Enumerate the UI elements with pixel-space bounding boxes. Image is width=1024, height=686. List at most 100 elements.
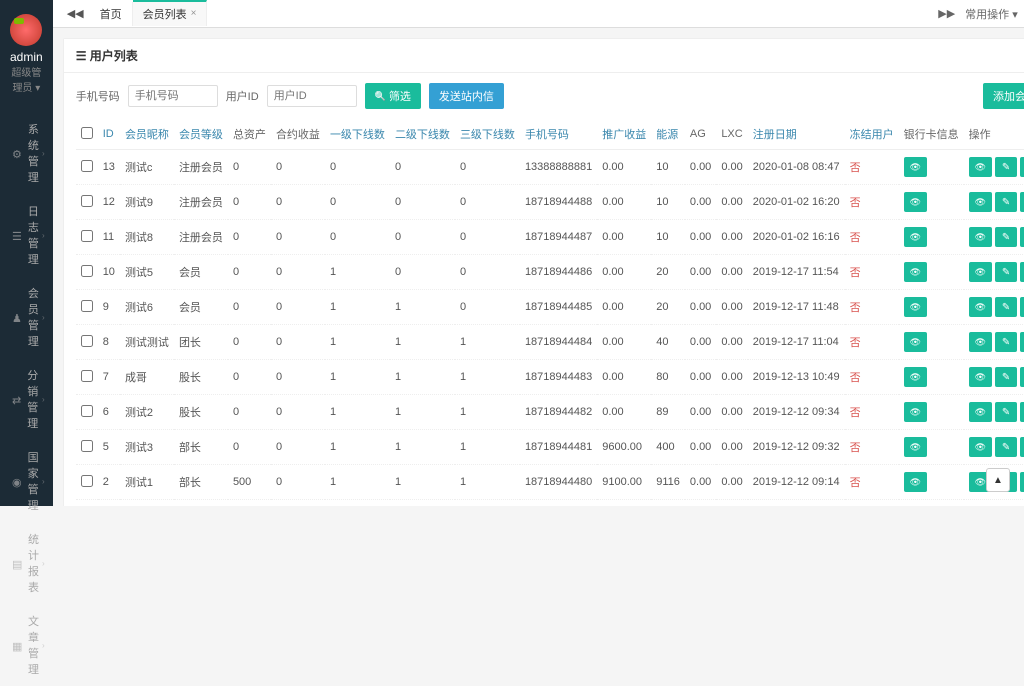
sidebar-item-logs[interactable]: ☰日志管理› (0, 194, 53, 276)
delete-button[interactable] (1020, 262, 1024, 282)
row-checkbox[interactable] (81, 300, 93, 312)
pencil-icon (1002, 266, 1010, 278)
col-lv1[interactable]: 一级下线数 (325, 119, 390, 150)
sidebar-item-distribution[interactable]: ⇄分销管理› (0, 358, 53, 440)
row-checkbox[interactable] (81, 370, 93, 382)
col-level[interactable]: 会员等级 (174, 119, 228, 150)
send-message-button[interactable]: 发送站内信 (429, 83, 504, 109)
view-bank-button[interactable] (904, 402, 927, 422)
view-button[interactable] (969, 297, 992, 317)
cell-contract: 0 (271, 430, 325, 465)
delete-button[interactable] (1020, 332, 1024, 352)
sidebar-item-country[interactable]: ◉国家管理› (0, 440, 53, 522)
delete-button[interactable] (1020, 192, 1024, 212)
edit-button[interactable] (995, 192, 1017, 212)
expand-tabs-button[interactable]: ▶▶ (938, 7, 955, 20)
tab-member-list[interactable]: 会员列表× (133, 0, 208, 26)
sidebar-item-label: 分销管理 (27, 367, 40, 431)
common-ops-dropdown[interactable]: 常用操作 ▾ (965, 6, 1018, 22)
col-regdate[interactable]: 注册日期 (748, 119, 845, 150)
view-button[interactable] (969, 402, 992, 422)
col-frozen[interactable]: 冻结用户 (845, 119, 899, 150)
col-lv3[interactable]: 三级下线数 (455, 119, 520, 150)
view-button[interactable] (969, 437, 992, 457)
userid-input[interactable] (267, 85, 357, 107)
close-icon[interactable]: × (191, 8, 197, 19)
view-bank-button[interactable] (904, 262, 927, 282)
cell-regdate: 2019-12-12 09:32 (748, 430, 845, 465)
edit-button[interactable] (995, 157, 1017, 177)
collapse-sidebar-button[interactable]: ◀◀ (61, 5, 90, 22)
scroll-to-top-button[interactable]: ▲ (986, 468, 1010, 492)
cell-id: 8 (98, 325, 120, 360)
row-checkbox[interactable] (81, 195, 93, 207)
view-bank-button[interactable] (904, 227, 927, 247)
edit-button[interactable] (995, 332, 1017, 352)
search-button[interactable]: 筛选 (365, 83, 421, 109)
sidebar-item-articles[interactable]: ▦文章管理› (0, 604, 53, 686)
cell-phone: 18718944485 (520, 290, 597, 325)
row-checkbox[interactable] (81, 335, 93, 347)
delete-button[interactable] (1020, 402, 1024, 422)
cell-asset: 0 (228, 220, 271, 255)
delete-button[interactable] (1020, 472, 1024, 492)
edit-button[interactable] (995, 367, 1017, 387)
row-checkbox[interactable] (81, 160, 93, 172)
cell-lxc: 0.00 (716, 465, 747, 500)
share-icon: ⇄ (12, 394, 21, 404)
view-bank-button[interactable] (904, 367, 927, 387)
row-checkbox[interactable] (81, 265, 93, 277)
row-checkbox[interactable] (81, 230, 93, 242)
view-button[interactable] (969, 227, 992, 247)
col-energy[interactable]: 能源 (651, 119, 685, 150)
row-checkbox[interactable] (81, 405, 93, 417)
col-phone[interactable]: 手机号码 (520, 119, 597, 150)
view-bank-button[interactable] (904, 332, 927, 352)
col-asset: 总资产 (228, 119, 271, 150)
cell-phone: 18718944480 (520, 465, 597, 500)
view-button[interactable] (969, 157, 992, 177)
select-all-checkbox[interactable] (81, 127, 93, 139)
view-button[interactable] (969, 332, 992, 352)
cell-ag: 0.00 (685, 150, 716, 185)
delete-button[interactable] (1020, 297, 1024, 317)
delete-button[interactable] (1020, 367, 1024, 387)
sidebar-item-system[interactable]: ⚙系统管理› (0, 112, 53, 194)
col-lv2[interactable]: 二级下线数 (390, 119, 455, 150)
cell-asset: 0 (228, 325, 271, 360)
col-id[interactable]: ID (98, 119, 120, 150)
view-bank-button[interactable] (904, 437, 927, 457)
edit-button[interactable] (995, 437, 1017, 457)
row-checkbox[interactable] (81, 475, 93, 487)
cell-asset: 500 (228, 465, 271, 500)
view-button[interactable] (969, 367, 992, 387)
cell-lv1: 0 (325, 185, 390, 220)
edit-button[interactable] (995, 227, 1017, 247)
row-checkbox[interactable] (81, 440, 93, 452)
view-bank-button[interactable] (904, 472, 927, 492)
delete-button[interactable] (1020, 157, 1024, 177)
pencil-icon (1002, 196, 1010, 208)
view-bank-button[interactable] (904, 192, 927, 212)
admin-role-dropdown[interactable]: 超级管理员 ▾ (10, 64, 43, 94)
col-promo[interactable]: 推广收益 (597, 119, 651, 150)
edit-button[interactable] (995, 402, 1017, 422)
col-nickname[interactable]: 会员昵称 (120, 119, 174, 150)
delete-button[interactable] (1020, 227, 1024, 247)
view-button[interactable] (969, 192, 992, 212)
sidebar: admin 超级管理员 ▾ ⚙系统管理› ☰日志管理› ♟会员管理› ⇄分销管理… (0, 0, 53, 506)
view-bank-button[interactable] (904, 297, 927, 317)
cell-regdate: 2020-01-02 16:20 (748, 185, 845, 220)
edit-button[interactable] (995, 262, 1017, 282)
edit-button[interactable] (995, 297, 1017, 317)
add-member-button[interactable]: 添加会员 (983, 83, 1024, 109)
cell-lv2: 1 (390, 465, 455, 500)
sidebar-item-members[interactable]: ♟会员管理› (0, 276, 53, 358)
view-bank-button[interactable] (904, 157, 927, 177)
cell-contract: 0 (271, 185, 325, 220)
phone-input[interactable] (128, 85, 218, 107)
view-button[interactable] (969, 262, 992, 282)
tab-home[interactable]: 首页 (90, 2, 133, 26)
delete-button[interactable] (1020, 437, 1024, 457)
sidebar-item-stats[interactable]: ▤统计报表› (0, 522, 53, 604)
